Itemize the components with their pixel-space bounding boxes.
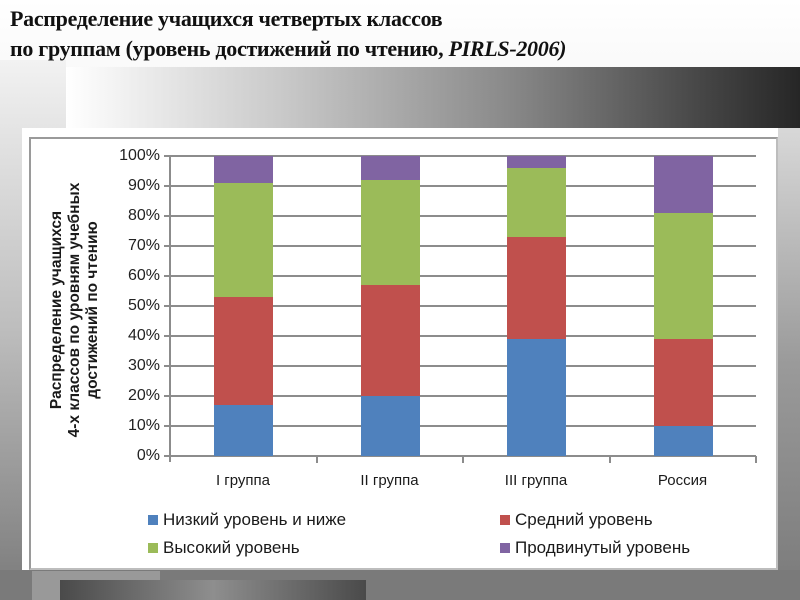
gridline <box>164 155 756 157</box>
legend-swatch-icon <box>500 515 510 525</box>
legend-label: Средний уровень <box>515 510 653 529</box>
bar-0[interactable] <box>214 156 273 456</box>
gridline <box>164 245 756 247</box>
bar-segment[interactable] <box>653 339 713 426</box>
y-tick-label: 70% <box>127 237 160 254</box>
y-axis-title: Распределение учащихся 4-х классов по ур… <box>48 150 104 470</box>
bar-segment[interactable] <box>360 156 420 180</box>
y-axis-title-line1: Распределение учащихся <box>48 210 65 410</box>
y-tick-label: 50% <box>127 297 160 314</box>
y-axis-line <box>169 156 171 462</box>
bar-segment[interactable] <box>214 297 273 405</box>
y-tick-label: 80% <box>127 207 160 224</box>
background-gradient-band <box>66 67 800 129</box>
y-axis-title-line2: 4-х классов по уровням учебных <box>66 182 83 438</box>
y-tick-label: 60% <box>127 267 160 284</box>
legend-label: Низкий уровень и ниже <box>163 510 347 529</box>
legend-item[interactable]: Высокий уровень <box>148 537 300 559</box>
bar-segment[interactable] <box>214 183 273 297</box>
y-tick-label: 10% <box>127 417 160 434</box>
legend-item[interactable]: Низкий уровень и ниже <box>148 509 346 531</box>
background-bottom-gradient <box>60 580 366 600</box>
gridline <box>164 305 756 307</box>
legend-swatch-icon <box>148 515 158 525</box>
bar-segment[interactable] <box>653 213 713 339</box>
legend-label: Продвинутый уровень <box>515 538 691 557</box>
gridline <box>164 425 756 427</box>
legend-item[interactable]: Средний уровень <box>500 509 653 531</box>
bar-2[interactable] <box>507 156 566 456</box>
gridline <box>164 215 756 217</box>
gridline <box>164 275 756 277</box>
gridline <box>164 335 756 337</box>
x-tick-label: Россия <box>657 472 708 489</box>
y-axis-title-line3: достижений по чтению <box>84 221 101 399</box>
gridline <box>164 365 756 367</box>
bar-segment[interactable] <box>360 180 420 285</box>
bar-segment[interactable] <box>507 168 566 237</box>
slide-title-line2: по группам (уровень достижений по чтению… <box>10 34 566 64</box>
y-tick-label: 0% <box>136 447 160 464</box>
bar-segment[interactable] <box>360 285 420 396</box>
y-tick-label: 100% <box>119 147 160 164</box>
bar-3[interactable] <box>653 156 713 456</box>
bar-segment[interactable] <box>653 426 713 456</box>
slide-title: Распределение учащихся четвертых классов… <box>10 4 566 64</box>
y-tick-label: 20% <box>127 387 160 404</box>
x-tick <box>315 456 318 463</box>
bar-1[interactable] <box>360 156 420 456</box>
bar-segment[interactable] <box>653 156 713 213</box>
bar-segment[interactable] <box>507 156 566 168</box>
legend-item[interactable]: Продвинутый уровень <box>500 537 690 559</box>
legend-swatch-icon <box>500 543 510 553</box>
y-tick-label: 40% <box>127 327 160 344</box>
gridline <box>164 395 756 397</box>
bar-segment[interactable] <box>507 237 566 339</box>
y-tick-label: 90% <box>127 177 160 194</box>
bar-segment[interactable] <box>214 405 273 456</box>
background-right-strip <box>776 128 800 600</box>
gridline <box>164 185 756 187</box>
y-tick-label: 30% <box>127 357 160 374</box>
legend-swatch-icon <box>148 543 158 553</box>
x-tick-label: II группа <box>360 472 419 489</box>
x-tick-label: I группа <box>215 472 271 489</box>
slide-title-line2-italic: PIRLS-2006) <box>448 36 567 61</box>
x-tick <box>608 456 611 463</box>
x-axis-line <box>164 455 756 457</box>
bar-segment[interactable] <box>507 339 566 456</box>
x-tick-label: III группа <box>504 472 568 489</box>
bar-segment[interactable] <box>360 396 420 456</box>
slide-title-line2-text: по группам (уровень достижений по чтению… <box>10 36 449 61</box>
x-tick <box>755 456 757 463</box>
slide-title-line1: Распределение учащихся четвертых классов <box>10 6 443 31</box>
chart-border <box>29 137 778 570</box>
plot-area: 0% 10% 20% 30% 40% 50% 60% 70% 80% 90% 100% <box>119 147 757 464</box>
x-tick <box>462 456 464 463</box>
legend-label: Высокий уровень <box>163 538 300 557</box>
bar-segment[interactable] <box>214 156 273 183</box>
